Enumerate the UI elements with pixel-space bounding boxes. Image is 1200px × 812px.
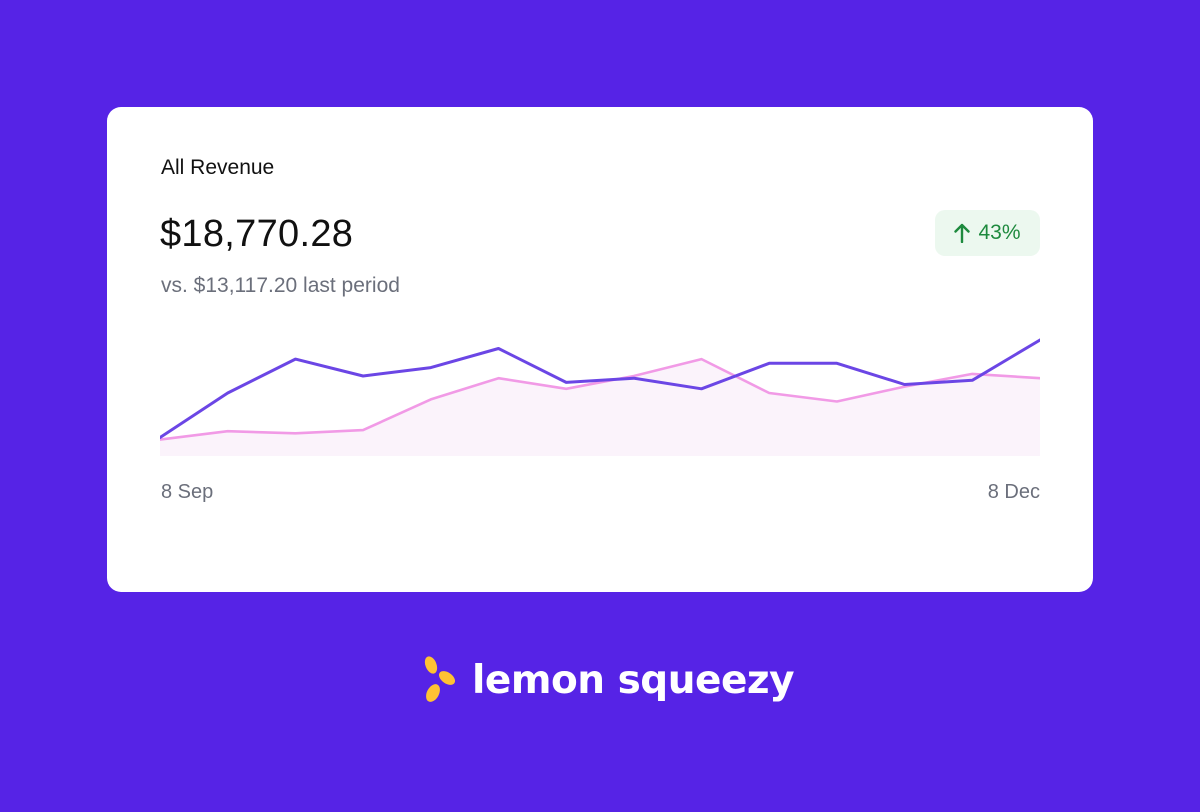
arrow-up-icon bbox=[954, 223, 971, 243]
comparison-text: vs. $13,117.20 last period bbox=[161, 274, 400, 297]
revenue-amount: $18,770.28 bbox=[160, 213, 354, 255]
change-percent: 43% bbox=[978, 221, 1021, 244]
brand-name: lemon squeezy bbox=[472, 657, 795, 703]
series-0-line bbox=[160, 338, 1040, 439]
x-axis-start-label: 8 Sep bbox=[161, 481, 214, 503]
change-badge: 43% bbox=[935, 210, 1040, 256]
series-1-line bbox=[160, 357, 1040, 441]
revenue-card: All Revenue $18,770.28 43% vs. $13,117.2… bbox=[107, 107, 1093, 592]
x-axis-end-label: 8 Dec bbox=[987, 481, 1040, 503]
series-1-area bbox=[160, 359, 1040, 456]
card-title: All Revenue bbox=[161, 156, 275, 179]
lemon-squeezy-logo-icon bbox=[424, 656, 456, 702]
revenue-line-chart bbox=[160, 338, 1040, 456]
brand: lemon squeezy bbox=[420, 655, 795, 705]
